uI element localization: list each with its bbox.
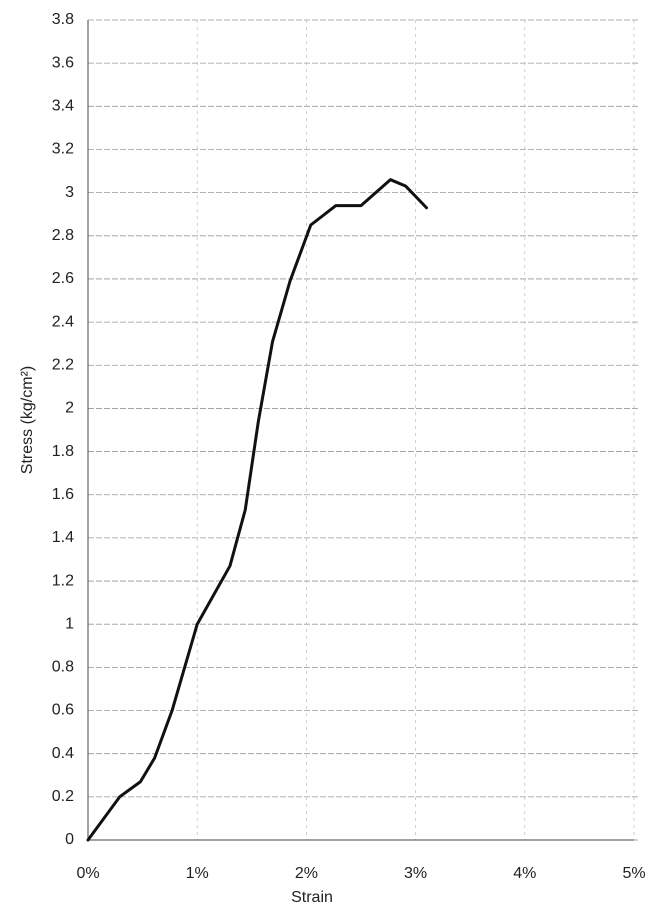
- x-tick-label: 5%: [622, 865, 645, 882]
- y-tick-label: 2: [65, 400, 74, 417]
- x-tick-label: 3%: [404, 865, 427, 882]
- y-tick-label: 0: [65, 831, 74, 848]
- y-tick-label: 2.6: [52, 270, 74, 287]
- y-axis-label: Stress (kg/cm²): [19, 366, 36, 474]
- y-tick-label: 2.8: [52, 227, 74, 244]
- y-tick-label: 3.6: [52, 54, 74, 71]
- y-tick-label: 3.2: [52, 141, 74, 158]
- y-tick-label: 1.6: [52, 486, 74, 503]
- y-tick-label: 0.6: [52, 702, 74, 719]
- y-tick-label: 2.2: [52, 356, 74, 373]
- y-tick-label: 1.4: [52, 529, 74, 546]
- y-tick-label: 3.4: [52, 98, 74, 115]
- y-tick-label: 0.2: [52, 788, 74, 805]
- data-line: [86, 178, 429, 842]
- y-tick-label: 0.4: [52, 745, 74, 762]
- y-tick-label: 3: [65, 184, 74, 201]
- y-tick-label: 0.8: [52, 659, 74, 676]
- x-axis-label: Strain: [291, 889, 333, 906]
- x-tick-label: 0%: [76, 865, 99, 882]
- x-tick-label: 4%: [513, 865, 536, 882]
- y-tick-label: 1: [65, 615, 74, 632]
- x-tick-label: 1%: [186, 865, 209, 882]
- y-tick-label: 2.4: [52, 313, 74, 330]
- y-tick-label: 1.2: [52, 572, 74, 589]
- y-tick-label: 3.8: [52, 11, 74, 28]
- x-tick-label: 2%: [295, 865, 318, 882]
- y-tick-label: 1.8: [52, 443, 74, 460]
